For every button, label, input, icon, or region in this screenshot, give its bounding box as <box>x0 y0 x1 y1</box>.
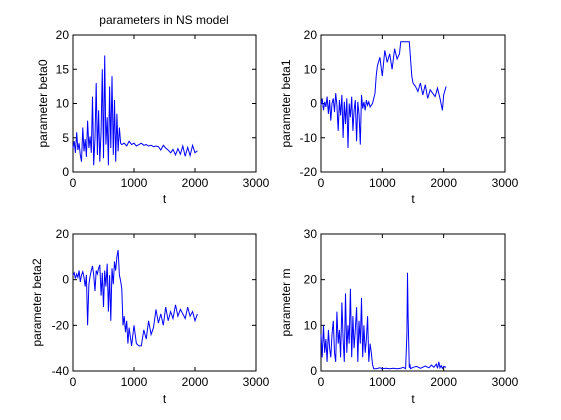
y-tick-label-beta0-0: 0 <box>62 165 69 179</box>
x-axis-label-beta1: t <box>411 192 415 206</box>
x-tick-label-beta1-1: 1000 <box>369 176 396 190</box>
x-tick-label-beta0-0: 0 <box>70 176 77 190</box>
y-tick-label-m-3: 30 <box>304 227 318 241</box>
y-tick-label-beta1-4: 20 <box>304 28 318 42</box>
y-tick-label-beta0-1: 5 <box>62 131 69 145</box>
x-tick-label-m-1: 1000 <box>369 375 396 389</box>
ticks-beta1: 0 1000 2000 3000 -20 -10 0 10 20 <box>300 28 519 190</box>
x-tick-label-m-3: 3000 <box>492 375 519 389</box>
subplot-beta0: 0 1000 2000 3000 0 5 10 15 20 t parameter beta0 <box>36 28 270 206</box>
x-tick-label-beta2-3: 3000 <box>243 375 270 389</box>
y-tick-label-beta1-3: 10 <box>304 62 318 76</box>
x-axis-label-beta0: t <box>163 192 167 206</box>
x-tick-label-beta2-0: 0 <box>70 375 77 389</box>
series-line-beta0 <box>72 55 198 166</box>
ticks-m: 0 1000 2000 3000 0 10 20 30 <box>304 227 519 389</box>
y-axis-label-m: parameter m <box>279 268 293 336</box>
x-tick-label-beta2-1: 1000 <box>121 375 148 389</box>
ticks-beta2: 0 1000 2000 3000 -40 -20 0 20 <box>52 227 270 389</box>
y-axis-label-beta2: parameter beta2 <box>30 258 44 346</box>
x-tick-label-beta2-2: 2000 <box>182 375 209 389</box>
y-tick-label-beta0-2: 10 <box>56 97 70 111</box>
x-tick-label-beta1-0: 0 <box>318 176 325 190</box>
x-tick-label-beta1-3: 3000 <box>492 176 519 190</box>
y-tick-label-m-1: 10 <box>304 318 318 332</box>
x-tick-label-beta0-3: 3000 <box>243 176 270 190</box>
x-tick-label-beta0-2: 2000 <box>182 176 209 190</box>
y-axis-label-beta0: parameter beta0 <box>36 59 50 147</box>
x-tick-label-m-0: 0 <box>318 375 325 389</box>
subplot-m: 0 1000 2000 3000 0 10 20 30 t parameter m <box>279 227 519 406</box>
y-tick-label-beta2-2: 0 <box>62 273 69 287</box>
ticks-beta0: 0 1000 2000 3000 0 5 10 15 20 <box>56 28 270 190</box>
y-tick-label-m-0: 0 <box>310 364 317 378</box>
y-tick-label-beta1-2: 0 <box>310 97 317 111</box>
x-axis-label-m: t <box>411 392 415 406</box>
x-tick-label-beta0-1: 1000 <box>121 176 148 190</box>
plot-area-beta2 <box>72 233 257 372</box>
y-tick-label-beta0-4: 20 <box>56 28 70 42</box>
y-tick-label-beta1-0: -20 <box>300 165 318 179</box>
y-tick-label-beta1-1: -10 <box>300 131 318 145</box>
plot-area-beta1 <box>320 34 506 173</box>
plot-area-m <box>320 233 506 372</box>
x-axis-label-beta2: t <box>163 392 167 406</box>
series-line-beta2 <box>72 249 198 347</box>
figure-title: parameters in NS model <box>99 13 228 27</box>
y-tick-label-m-2: 20 <box>304 273 318 287</box>
x-tick-label-m-2: 2000 <box>430 375 457 389</box>
series-line-beta1 <box>320 41 447 149</box>
y-axis-label-beta1: parameter beta1 <box>279 59 293 147</box>
subplot-beta2: 0 1000 2000 3000 -40 -20 0 20 t parameter beta2 <box>30 227 270 406</box>
x-tick-label-beta1-2: 2000 <box>430 176 457 190</box>
series-line-m <box>320 272 447 370</box>
y-tick-label-beta2-1: -20 <box>52 318 70 332</box>
y-tick-label-beta0-3: 15 <box>56 62 70 76</box>
y-tick-label-beta2-3: 20 <box>56 227 70 241</box>
y-tick-label-beta2-0: -40 <box>52 364 70 378</box>
subplot-beta1: 0 1000 2000 3000 -20 -10 0 10 20 t parameter bet… <box>279 28 519 206</box>
